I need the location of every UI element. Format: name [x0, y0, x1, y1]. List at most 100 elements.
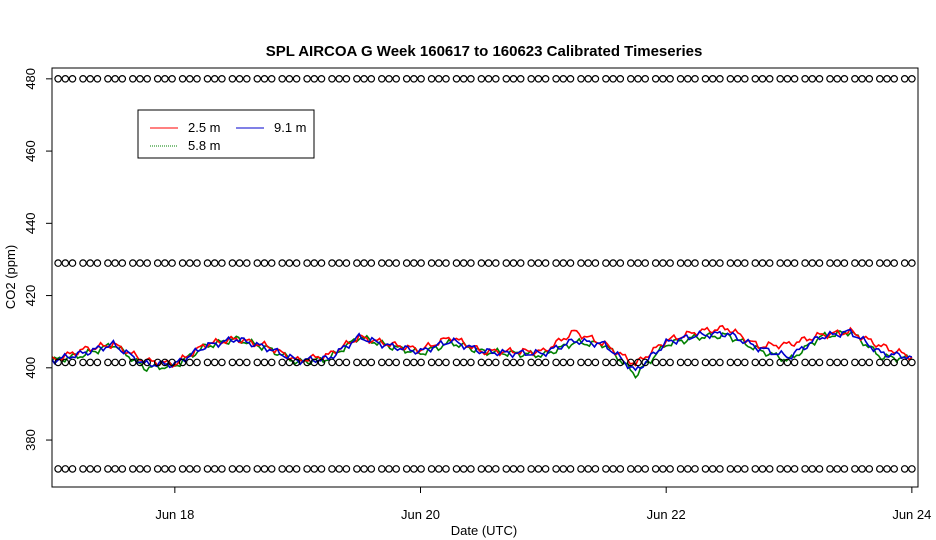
cal-point-3-92	[815, 465, 824, 473]
cal-point-2-32	[317, 358, 326, 367]
cal-point-0-25	[260, 75, 269, 83]
cal-point-1-58	[534, 259, 543, 267]
cal-point-3-57	[527, 465, 536, 473]
cal-point-0-41	[392, 75, 401, 83]
cal-point-2-12	[153, 358, 162, 367]
cal-point-2-33	[328, 358, 336, 367]
cal-point-2-24	[253, 358, 262, 367]
cal-point-1-50	[467, 259, 475, 267]
cal-point-2-57	[527, 358, 536, 367]
cal-point-3-63	[577, 465, 585, 473]
cal-point-0-19	[210, 75, 219, 83]
cal-point-3-84	[751, 465, 760, 473]
cal-point-3-59	[541, 465, 550, 473]
cal-point-2-60	[552, 358, 560, 367]
cal-point-2-25	[260, 358, 269, 367]
cal-point-0-62	[566, 75, 575, 83]
cal-point-3-41	[392, 465, 401, 473]
cal-point-0-54	[502, 75, 511, 83]
cal-point-0-35	[342, 75, 351, 83]
cal-point-0-6	[104, 75, 112, 83]
cal-point-2-38	[367, 358, 376, 367]
cal-point-1-78	[701, 259, 710, 267]
cal-point-3-7	[111, 465, 119, 473]
cal-point-1-65	[591, 259, 600, 267]
cal-point-3-17	[193, 465, 201, 473]
cal-point-1-19	[210, 259, 219, 267]
cal-point-1-95	[840, 259, 849, 267]
cal-point-2-76	[683, 358, 692, 367]
cal-point-1-53	[491, 259, 500, 267]
cal-point-0-72	[651, 75, 660, 83]
cal-point-3-36	[353, 465, 361, 473]
cal-point-0-20	[218, 75, 226, 83]
cal-point-3-45	[427, 465, 436, 473]
cal-point-1-101	[890, 259, 899, 267]
cal-point-0-45	[427, 75, 436, 83]
cal-point-3-37	[360, 465, 368, 473]
cal-point-3-87	[776, 465, 785, 473]
cal-point-1-70	[634, 259, 642, 267]
cal-point-3-5	[93, 465, 102, 473]
cal-point-3-29	[292, 465, 301, 473]
cal-point-0-85	[758, 75, 767, 83]
cal-point-3-51	[477, 465, 486, 473]
cal-point-1-100	[883, 259, 891, 267]
cal-point-2-94	[833, 358, 842, 367]
cal-point-1-46	[434, 259, 443, 267]
cal-point-1-80	[716, 259, 724, 267]
cal-point-2-90	[801, 358, 809, 367]
cal-point-2-73	[659, 358, 667, 367]
cal-point-2-74	[666, 358, 674, 367]
cal-point-1-69	[626, 259, 635, 267]
cal-point-1-92	[815, 259, 824, 267]
cal-point-0-5	[93, 75, 102, 83]
cal-point-0-82	[733, 75, 742, 83]
cal-point-0-14	[168, 75, 176, 83]
cal-point-3-9	[129, 465, 137, 473]
cal-point-1-17	[193, 259, 201, 267]
cal-point-1-40	[385, 259, 393, 267]
cal-point-1-9	[129, 259, 137, 267]
cal-point-0-55	[509, 75, 518, 83]
cal-point-2-67	[609, 358, 617, 367]
cal-point-0-33	[328, 75, 336, 83]
cal-point-1-82	[733, 259, 742, 267]
cal-point-2-2	[68, 358, 77, 367]
cal-point-2-58	[534, 358, 543, 367]
cal-point-1-94	[833, 259, 842, 267]
cal-point-3-77	[691, 465, 699, 473]
cal-point-3-56	[516, 465, 525, 473]
cal-point-3-13	[161, 465, 169, 473]
cal-point-3-8	[118, 465, 127, 473]
cal-point-1-59	[541, 259, 550, 267]
cal-point-1-91	[808, 259, 817, 267]
cal-point-0-67	[609, 75, 617, 83]
cal-point-1-33	[328, 259, 336, 267]
cal-point-0-80	[716, 75, 724, 83]
cal-point-0-44	[417, 75, 425, 83]
cal-point-2-20	[218, 358, 226, 367]
y-tick-label-3: 440	[23, 212, 38, 234]
cal-point-1-36	[353, 259, 361, 267]
cal-point-3-80	[716, 465, 724, 473]
cal-point-1-18	[203, 259, 212, 267]
cal-point-0-99	[875, 75, 884, 83]
cal-point-1-73	[659, 259, 667, 267]
cal-point-0-78	[701, 75, 710, 83]
cal-point-3-68	[616, 465, 625, 473]
cal-point-3-99	[875, 465, 884, 473]
cal-point-2-14	[168, 358, 176, 367]
cal-point-3-6	[104, 465, 112, 473]
cal-point-3-25	[260, 465, 269, 473]
cal-point-1-97	[858, 259, 866, 267]
cal-point-1-81	[726, 259, 735, 267]
cal-point-1-45	[427, 259, 436, 267]
cal-point-0-57	[527, 75, 536, 83]
cal-point-3-97	[858, 465, 866, 473]
x-axis-label: Date (UTC)	[451, 523, 517, 538]
cal-point-2-70	[634, 358, 642, 367]
cal-point-3-50	[467, 465, 475, 473]
